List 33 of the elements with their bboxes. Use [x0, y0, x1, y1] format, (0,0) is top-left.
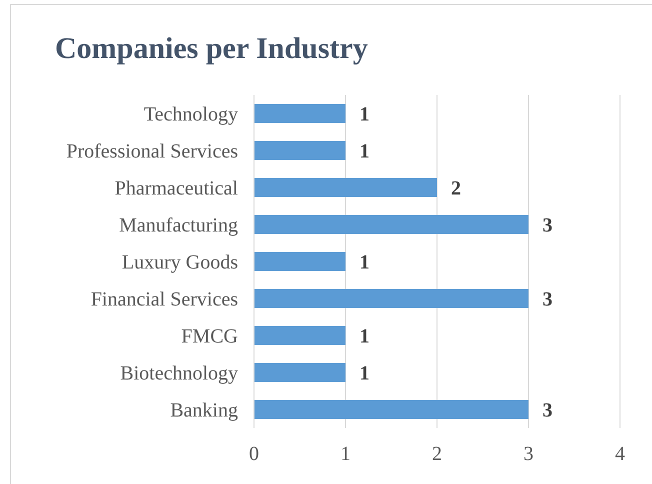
data-label: 3 — [542, 288, 552, 311]
x-tick-label: 3 — [524, 443, 534, 466]
y-tick-label: FMCG — [181, 326, 238, 348]
bar — [254, 215, 528, 234]
y-tick-label: Manufacturing — [119, 214, 238, 237]
y-tick-label: Professional Services — [66, 140, 238, 163]
data-label: 3 — [542, 400, 552, 422]
data-label: 3 — [542, 214, 552, 237]
bar — [254, 178, 437, 197]
x-tick-label: 4 — [615, 443, 625, 466]
data-label: 1 — [360, 104, 370, 126]
bar — [254, 104, 346, 123]
bar — [254, 252, 346, 271]
data-label: 1 — [360, 252, 370, 274]
y-tick-label: Biotechnology — [120, 362, 238, 385]
chart-title: Companies per Industry — [55, 32, 368, 66]
y-tick-label: Financial Services — [90, 288, 238, 311]
bar — [254, 363, 346, 382]
x-tick-label: 0 — [249, 443, 259, 466]
data-label: 1 — [360, 140, 370, 163]
y-tick-label: Banking — [170, 400, 238, 422]
bar — [254, 289, 528, 308]
bar — [254, 400, 528, 419]
y-tick-label: Luxury Goods — [122, 252, 238, 274]
bar — [254, 141, 346, 160]
y-tick-label: Technology — [144, 104, 238, 126]
x-tick-label: 1 — [340, 443, 350, 466]
bar — [254, 326, 346, 345]
data-label: 1 — [360, 326, 370, 348]
data-label: 2 — [451, 178, 461, 200]
data-label: 1 — [360, 362, 370, 385]
y-tick-label: Pharmaceutical — [114, 178, 238, 200]
x-tick-label: 2 — [432, 443, 442, 466]
